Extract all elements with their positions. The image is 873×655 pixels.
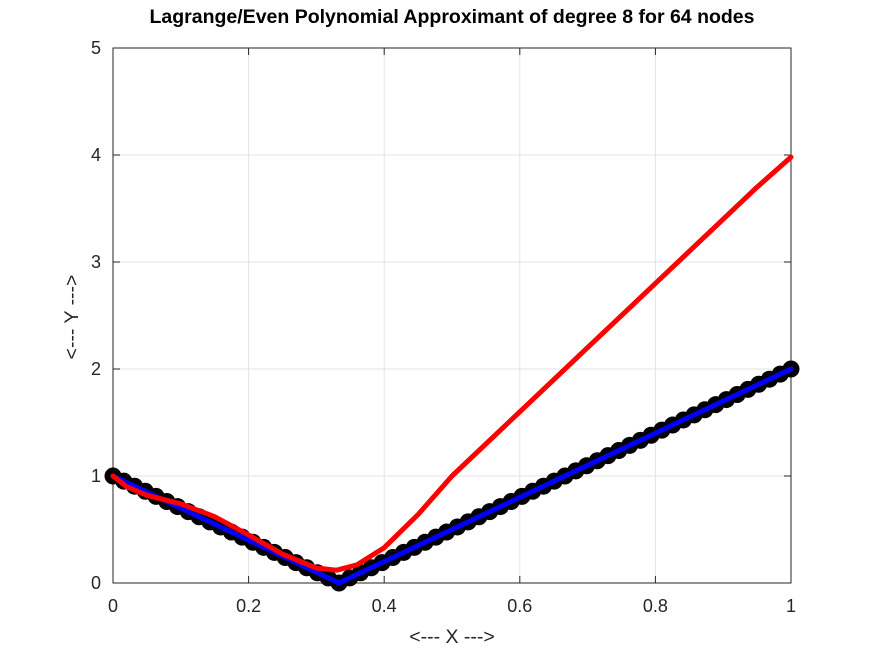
y-tick-label: 2 <box>91 359 101 379</box>
ticks: 0 0.2 0.4 0.6 0.8 1 0 1 2 3 4 5 <box>91 38 796 616</box>
series-exact-line <box>110 366 794 586</box>
y-tick-label: 5 <box>91 38 101 58</box>
grid <box>112 47 792 584</box>
series-approximant-line <box>110 154 794 573</box>
x-tick-label: 0.6 <box>507 596 532 616</box>
x-tick-label: 1 <box>786 596 796 616</box>
y-axis-label: <--- Y ---> <box>61 275 83 360</box>
y-tick-label: 0 <box>91 573 101 593</box>
y-tick-label: 1 <box>91 466 101 486</box>
x-axis-label: <--- X ---> <box>409 626 495 648</box>
x-tick-label: 0.8 <box>643 596 668 616</box>
x-tick-label: 0.4 <box>372 596 397 616</box>
y-tick-label: 3 <box>91 252 101 272</box>
x-tick-label: 0 <box>108 596 118 616</box>
axes-box <box>112 47 792 584</box>
y-tick-label: 4 <box>91 145 101 165</box>
x-tick-label: 0.2 <box>236 596 261 616</box>
chart-title: Lagrange/Even Polynomial Approximant of … <box>150 6 755 28</box>
